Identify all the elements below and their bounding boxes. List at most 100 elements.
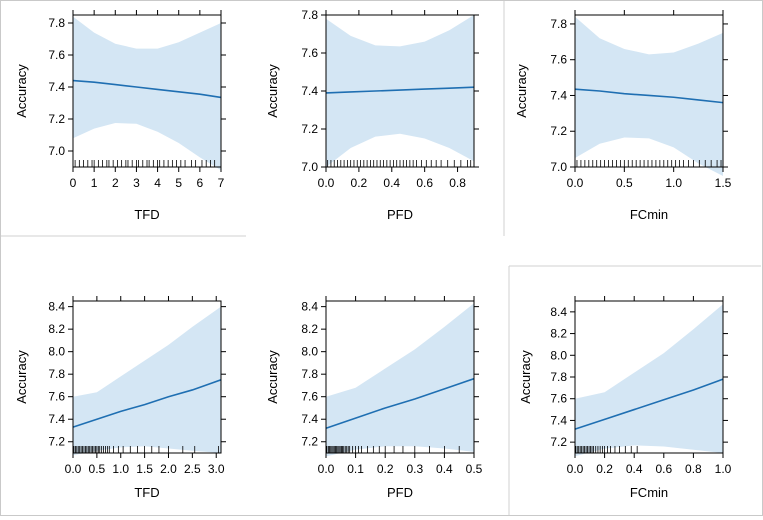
y-tick-label: 8.0 (48, 345, 65, 359)
x-tick-label: 0.5 (89, 462, 106, 476)
y-tick-label: 7.6 (550, 392, 567, 406)
y-tick-label: 8.2 (48, 322, 65, 336)
y-tick-label: 7.2 (550, 435, 567, 449)
x-tick-label: 0.2 (351, 176, 368, 190)
x-tick-label: 4 (154, 176, 161, 190)
y-tick-label: 7.4 (48, 80, 65, 94)
x-tick-label: 1.5 (715, 176, 732, 190)
x-tick-label: 1.5 (136, 462, 153, 476)
y-axis-label: Accuracy (265, 64, 280, 118)
y-axis-label: Accuracy (265, 350, 280, 404)
fit-line (72, 79, 222, 99)
x-tick-label: 0.0 (65, 462, 82, 476)
x-tick-label: 0.0 (567, 462, 584, 476)
x-tick-label: 0.4 (383, 176, 400, 190)
x-tick-label: 0.8 (685, 462, 702, 476)
x-tick-label: 0.5 (616, 176, 633, 190)
x-tick-label: 0.0 (318, 462, 335, 476)
x-tick-label: 6 (197, 176, 204, 190)
y-tick-label: 8.0 (550, 348, 567, 362)
x-tick-label: 0.0 (567, 176, 584, 190)
y-tick-label: 8.2 (301, 322, 318, 336)
y-tick-label: 7.6 (301, 46, 318, 60)
confidence-band (73, 16, 221, 171)
fit-line (325, 377, 475, 429)
y-tick-label: 8.4 (550, 305, 567, 319)
y-axis-label: Accuracy (514, 64, 529, 118)
y-tick-label: 8.2 (550, 327, 567, 341)
confidence-band (575, 16, 723, 176)
y-tick-label: 8.4 (301, 300, 318, 314)
confidence-band (326, 15, 474, 167)
panel-6: 0.0 0.2 0.4 0.6 0.8 1.0 7.2 7.4 7.6 7.8 8.0 8.2 8.4 F… (518, 296, 732, 500)
y-axis-label: Accuracy (518, 350, 533, 404)
x-tick-label: 0.1 (347, 462, 364, 476)
y-tick-label: 7.6 (48, 390, 65, 404)
y-tick-label: 7.6 (301, 390, 318, 404)
y-tick-label: 7.4 (48, 412, 65, 426)
confidence-band (73, 306, 221, 456)
fit-line (574, 88, 724, 104)
y-tick-label: 7.2 (301, 435, 318, 449)
plot-frame (325, 300, 475, 454)
y-tick-label: 7.8 (301, 367, 318, 381)
y-tick-label: 7.0 (48, 144, 65, 158)
x-axis-label: TFD (134, 207, 159, 222)
x-tick-label: 3 (133, 176, 140, 190)
panel-3: 0.0 0.5 1.0 1.5 7.0 7.2 7.4 7.6 7.8 FCmin Accuracy (514, 10, 732, 222)
x-tick-label: 0.0 (318, 176, 335, 190)
x-tick-label: 0.4 (436, 462, 453, 476)
x-tick-label: 0.6 (416, 176, 433, 190)
x-tick-label: 1.0 (665, 176, 682, 190)
x-tick-label: 1.0 (715, 462, 732, 476)
x-tick-label: 5 (175, 176, 182, 190)
fit-line (72, 379, 222, 428)
y-tick-label: 7.2 (48, 112, 65, 126)
x-axis-label: FCmin (630, 485, 668, 500)
y-tick-label: 7.4 (550, 413, 567, 427)
confidence-band (326, 303, 474, 457)
x-tick-label: 7 (218, 176, 225, 190)
fit-line (574, 378, 724, 430)
x-tick-label: 0.6 (655, 462, 672, 476)
x-tick-label: 0.2 (596, 462, 613, 476)
y-tick-label: 7.2 (301, 122, 318, 136)
y-tick-label: 7.0 (550, 160, 567, 174)
y-tick-label: 7.4 (301, 412, 318, 426)
x-tick-label: 0.4 (626, 462, 643, 476)
y-tick-label: 7.8 (550, 370, 567, 384)
y-tick-label: 7.4 (301, 84, 318, 98)
x-tick-label: 0 (70, 176, 77, 190)
x-tick-label: 1 (91, 176, 98, 190)
x-tick-label: 0.8 (449, 176, 466, 190)
x-tick-label: 0.3 (406, 462, 423, 476)
x-tick-label: 3.0 (208, 462, 225, 476)
panel-4: 0.0 0.5 1.0 1.5 2.0 2.5 3.0 7.2 7.4 7.6 7.8 8.0 8.2 8… (14, 296, 226, 500)
x-axis-label: TFD (134, 485, 159, 500)
y-tick-label: 8.0 (301, 345, 318, 359)
y-tick-label: 7.8 (550, 17, 567, 31)
x-tick-label: 0.2 (377, 462, 394, 476)
y-tick-label: 7.2 (550, 124, 567, 138)
y-tick-label: 7.8 (301, 8, 318, 22)
fit-line (325, 86, 475, 94)
y-tick-label: 7.6 (550, 53, 567, 67)
y-tick-label: 8.4 (48, 300, 65, 314)
x-tick-label: 2 (112, 176, 119, 190)
y-axis-label: Accuracy (14, 64, 29, 118)
y-tick-label: 7.0 (301, 160, 318, 174)
y-tick-label: 7.8 (48, 16, 65, 30)
y-tick-label: 7.2 (48, 435, 65, 449)
x-axis-label: FCmin (630, 207, 668, 222)
x-tick-label: 2.5 (184, 462, 201, 476)
y-axis-label: Accuracy (14, 350, 29, 404)
y-tick-label: 7.6 (48, 48, 65, 62)
panel-2: 0.0 0.2 0.4 0.6 0.8 7.0 7.2 7.4 7.6 7.8 PFD Accurac… (265, 8, 479, 222)
panel-1: 0 1 2 3 4 5 6 7 7.0 7.2 7.4 7.6 7.8 TFD Accuracy (14, 10, 226, 222)
plot-frame (72, 300, 222, 454)
x-tick-label: 1.0 (112, 462, 129, 476)
plot-frame (574, 14, 724, 168)
x-tick-label: 2.0 (160, 462, 177, 476)
